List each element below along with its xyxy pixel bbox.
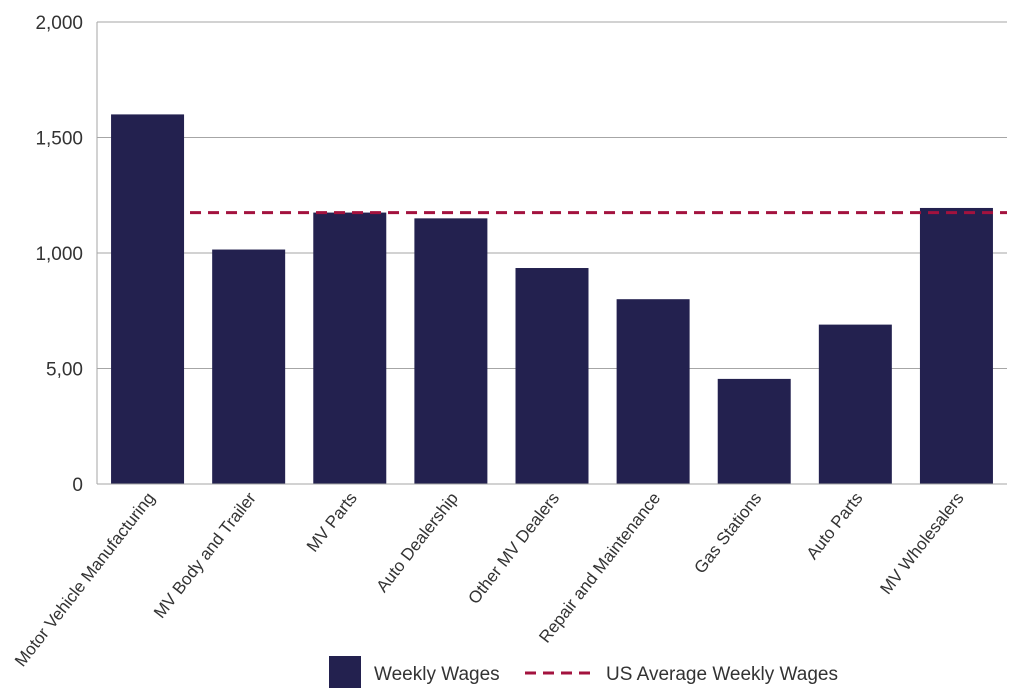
bar bbox=[717, 378, 791, 484]
y-tick-label: 1,000 bbox=[35, 244, 83, 265]
bar bbox=[414, 218, 488, 484]
bars bbox=[111, 114, 993, 485]
legend-label-us-average: US Average Weekly Wages bbox=[606, 664, 838, 685]
y-tick-label: 0 bbox=[72, 475, 83, 496]
y-axis-ticks: 0 5,00 1,000 1,500 2,000 bbox=[35, 13, 83, 496]
x-tick-label: Repair and Maintenance bbox=[535, 489, 664, 647]
x-tick-label: Motor Vehicle Manufacturing bbox=[11, 489, 159, 670]
bar bbox=[919, 207, 993, 484]
bar bbox=[212, 249, 286, 484]
axes bbox=[96, 22, 1007, 485]
bar bbox=[616, 299, 690, 484]
x-tick-label: Auto Dealership bbox=[373, 489, 462, 596]
legend: Weekly Wages US Average Weekly Wages bbox=[329, 656, 838, 688]
bar bbox=[313, 212, 387, 484]
x-tick-label: MV Parts bbox=[303, 489, 361, 556]
bar bbox=[515, 268, 589, 484]
y-tick-label: 5,00 bbox=[46, 360, 83, 381]
x-tick-label: Other MV Dealers bbox=[464, 489, 563, 608]
x-tick-label: MV Wholesalers bbox=[876, 489, 967, 598]
y-tick-label: 2,000 bbox=[35, 13, 83, 34]
legend-swatch-weekly-wages bbox=[329, 656, 361, 688]
x-tick-label: Gas Stations bbox=[690, 489, 765, 577]
bar bbox=[111, 114, 185, 485]
legend-label-weekly-wages: Weekly Wages bbox=[374, 664, 500, 685]
x-tick-label: MV Body and Trailer bbox=[150, 489, 260, 622]
y-tick-label: 1,500 bbox=[35, 129, 83, 150]
x-tick-label: Auto Parts bbox=[803, 489, 867, 563]
bar bbox=[818, 324, 892, 484]
